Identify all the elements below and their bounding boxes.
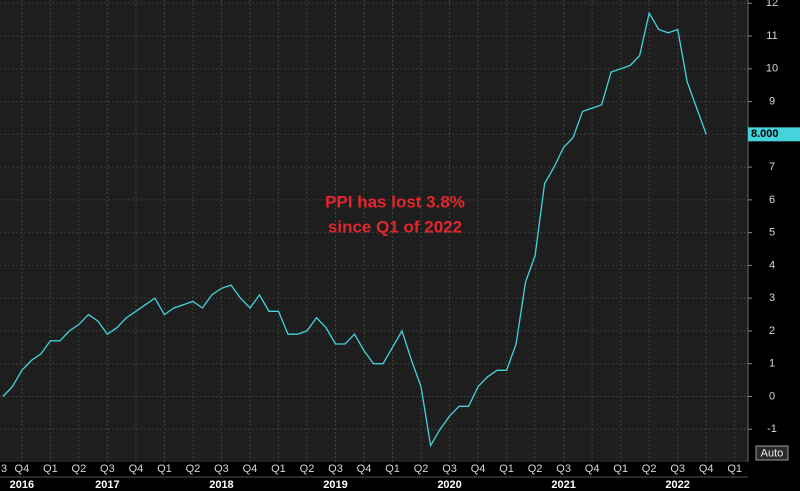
y-tick-label: 12	[766, 0, 778, 9]
x-tick-label: Q1	[727, 463, 742, 475]
series-line	[2, 11, 707, 448]
x-tick-label: Q4	[243, 463, 258, 475]
x-tick-label: Q1	[613, 463, 628, 475]
x-tick-label: Q1	[271, 463, 286, 475]
x-tick-label: Q3	[556, 463, 571, 475]
year-label: 2022	[665, 479, 689, 491]
x-tick-label: Q3	[328, 463, 343, 475]
x-tick-label: Q2	[300, 463, 315, 475]
x-tick-label: Q2	[186, 463, 201, 475]
y-tick-label: 11	[766, 30, 777, 42]
year-label: 2016	[10, 479, 34, 491]
x-tick-label: Q3	[100, 463, 115, 475]
y-tick-label: 4	[769, 259, 775, 271]
x-tick-label: Q4	[129, 463, 144, 475]
x-tick-label: Q1	[499, 463, 514, 475]
year-label: 2019	[323, 479, 347, 491]
x-tick-label: Q1	[385, 463, 400, 475]
x-tick-label: Q4	[15, 463, 30, 475]
year-label: 2021	[551, 479, 575, 491]
x-tick-label: Q1	[43, 463, 58, 475]
auto-button[interactable]: Auto	[755, 445, 789, 461]
x-tick-label: Q2	[72, 463, 87, 475]
y-tick-label: 1	[769, 358, 775, 370]
year-label: 2020	[437, 479, 461, 491]
y-tick-label: 10	[766, 63, 778, 75]
year-label: 2017	[95, 479, 119, 491]
y-tick-label: 7	[769, 161, 775, 173]
x-tick-label: Q4	[585, 463, 600, 475]
annotation: since Q1 of 2022	[328, 217, 462, 236]
x-tick-label: Q3	[670, 463, 685, 475]
auto-button-box[interactable]	[755, 445, 789, 461]
last-value-box	[748, 127, 800, 142]
y-tick-label: -1	[767, 423, 777, 435]
x-tick-label: Q1	[157, 463, 172, 475]
auto-button-label[interactable]: Auto	[761, 447, 784, 459]
x-tick-label: Q4	[471, 463, 486, 475]
y-tick-label: 2	[769, 325, 775, 337]
x-tick-label: Q3	[214, 463, 229, 475]
last-value-label: 8.000	[751, 128, 779, 140]
y-tick-label: 5	[769, 227, 775, 239]
y-tick-label: 6	[769, 194, 775, 206]
y-tick-label: 9	[769, 95, 775, 107]
x-tick-label: Q4	[699, 463, 714, 475]
x-tick-label: Q3	[442, 463, 457, 475]
y-tick-label: 0	[769, 390, 775, 402]
x-tick-label: Q2	[528, 463, 543, 475]
year-label: 2018	[209, 479, 233, 491]
x-tick-label: Q4	[357, 463, 372, 475]
x-tick-label: Q2	[414, 463, 429, 475]
y-tick-label: 3	[769, 292, 775, 304]
x-tick-label: Q2	[642, 463, 657, 475]
annotation: PPI has lost 3.8%	[325, 192, 465, 211]
x-tick-label: 3	[1, 463, 7, 475]
plot-background	[0, 0, 748, 462]
